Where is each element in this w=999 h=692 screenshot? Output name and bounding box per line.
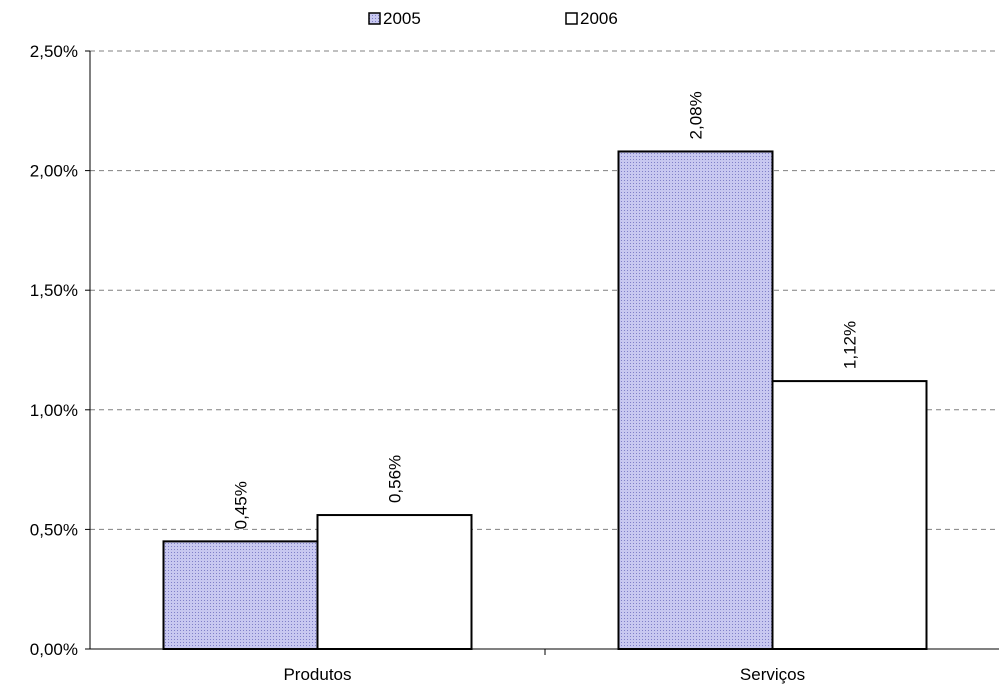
data-labels: 0,45% 0,56% 2,08% 1,12%	[232, 91, 860, 529]
y-tick-label: 1,00%	[30, 401, 78, 420]
data-label: 1,12%	[841, 321, 860, 369]
data-label: 2,08%	[687, 91, 706, 139]
data-label: 0,56%	[386, 455, 405, 503]
y-tick-label: 0,50%	[30, 520, 78, 539]
bar-2005-produtos	[162, 540, 319, 650]
bar-2006-serviços	[771, 380, 928, 650]
legend-swatch-2005	[368, 12, 381, 25]
bars	[162, 150, 928, 651]
bar-2006-produtos	[316, 514, 473, 650]
legend-label-2006: 2006	[580, 9, 618, 28]
legend-swatch-2006	[565, 12, 578, 25]
axes: 0,00% 0,50% 1,00% 1,50% 2,00% 2,50% Produtos Se…	[30, 42, 999, 684]
x-tick-label: Produtos	[283, 665, 351, 684]
y-tick-label: 1,50%	[30, 281, 78, 300]
data-label: 0,45%	[232, 481, 251, 529]
y-tick-label: 0,00%	[30, 640, 78, 659]
x-tick-label: Serviços	[740, 665, 805, 684]
y-tick-label: 2,50%	[30, 42, 78, 61]
legend-label-2005: 2005	[383, 9, 421, 28]
y-tick-label: 2,00%	[30, 162, 78, 181]
legend: 2005 2006	[368, 9, 618, 28]
bar-2005-serviços	[617, 150, 774, 651]
